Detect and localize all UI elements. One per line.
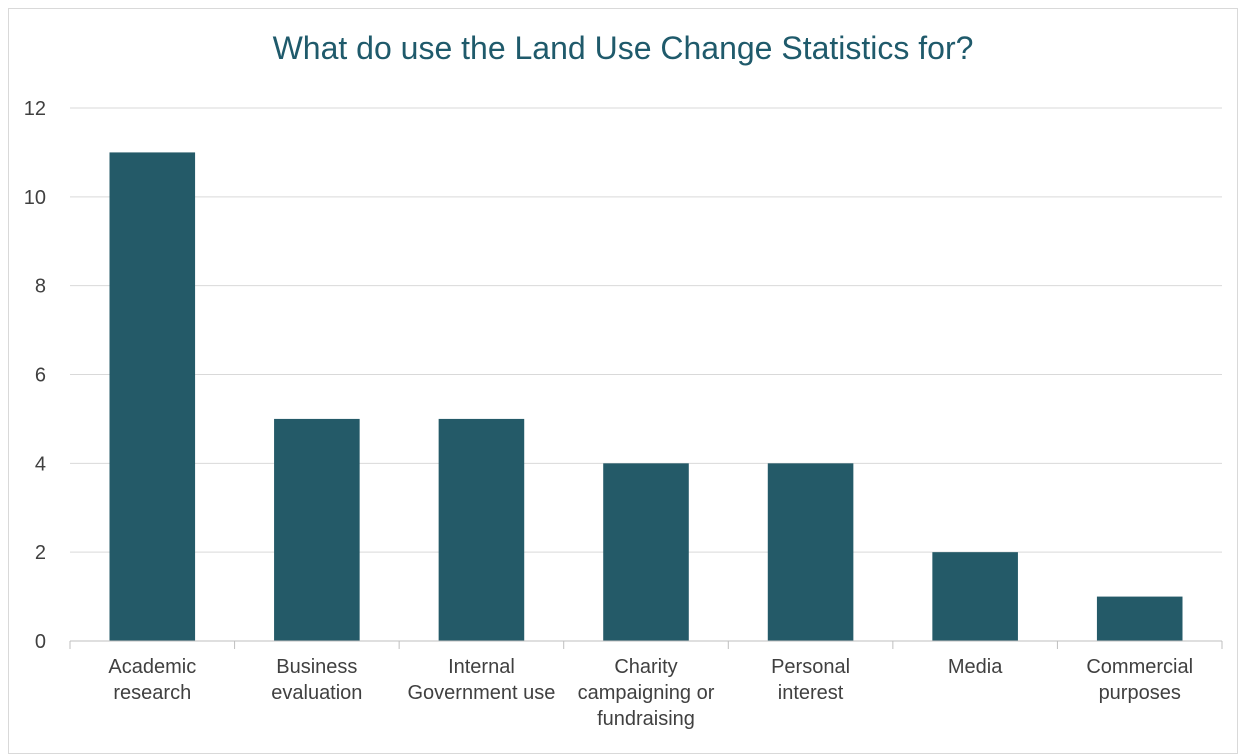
x-tick-label: Media	[948, 656, 1003, 678]
y-tick-label: 8	[35, 276, 46, 298]
bar	[274, 418, 360, 641]
bar	[438, 418, 525, 641]
y-tick-label: 6	[35, 365, 46, 387]
bar	[109, 152, 196, 641]
axes	[69, 640, 1223, 649]
tick-labels: 0 2 4 6 8 10 12 Academic research Business evaluat…	[24, 98, 1193, 730]
y-tick-label: 12	[24, 98, 46, 120]
x-tick-label: Internal Government use	[407, 656, 555, 704]
chart-title: What do use the Land Use Change Statisti…	[272, 30, 974, 66]
x-tick-label: Commercial purposes	[1086, 656, 1193, 704]
y-tick-label: 0	[35, 631, 46, 653]
y-tick-label: 10	[24, 187, 46, 209]
bar	[932, 552, 1018, 641]
y-tick-label: 4	[35, 453, 46, 475]
x-tick-label: Charity campaigning or fundraising	[578, 656, 715, 730]
x-tick-label: Personal interest	[771, 656, 850, 704]
x-tick-label: Business evaluation	[271, 656, 362, 704]
bar	[767, 463, 854, 641]
x-tick-label: Academic research	[108, 656, 196, 704]
y-tick-label: 2	[35, 542, 46, 564]
bar	[603, 463, 689, 641]
bar	[1096, 596, 1183, 641]
bars	[109, 152, 1183, 641]
